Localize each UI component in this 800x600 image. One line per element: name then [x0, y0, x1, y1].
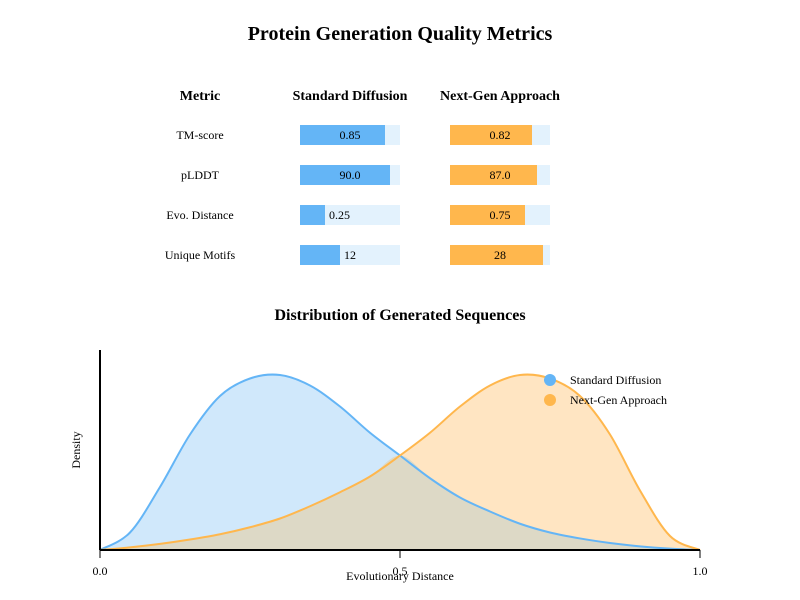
table-row: TM-score 0.85 0.82 [176, 125, 550, 145]
x-tick-label: 0.0 [93, 564, 108, 578]
x-tick-label: 1.0 [693, 564, 708, 578]
metric-label: Unique Motifs [165, 248, 236, 262]
header-standard-diffusion: Standard Diffusion [293, 89, 408, 104]
table-rows: TM-score 0.85 0.82 pLDDT 90.0 87.0 Evo. Distan… [165, 125, 550, 265]
legend-label: Next-Gen Approach [570, 393, 667, 407]
header-next-gen-approach: Next-Gen Approach [440, 89, 560, 104]
x-ticks: 0.0 0.5 1.0 [93, 550, 708, 578]
standard-bar-fill [300, 205, 325, 225]
nextgen-bar-fill [450, 205, 525, 225]
legend-label: Standard Diffusion [570, 373, 661, 387]
table-row: Evo. Distance 0.25 0.75 [166, 205, 550, 225]
nextgen-bar-fill [450, 125, 532, 145]
legend: Standard Diffusion Next-Gen Approach [544, 373, 667, 407]
nextgen-bar-fill [450, 165, 537, 185]
standard-value-label: 0.85 [340, 128, 361, 142]
chart-title: Distribution of Generated Sequences [274, 307, 525, 324]
density-areas [99, 373, 701, 551]
standard-value-label: 12 [344, 248, 356, 262]
header-metric: Metric [180, 89, 220, 104]
standard-value-label: 90.0 [340, 168, 361, 182]
standard-bar-fill [300, 165, 390, 185]
standard-bar-fill [300, 245, 340, 265]
figure-title: Protein Generation Quality Metrics [248, 23, 553, 45]
nextgen-value-label: 0.82 [490, 128, 511, 142]
table-row: pLDDT 90.0 87.0 [181, 165, 550, 185]
legend-swatch [544, 394, 556, 406]
x-axis-label: Evolutionary Distance [346, 569, 454, 583]
density-chart: 0.0 0.5 1.0 Evolutionary Distance Density … [69, 350, 708, 583]
overlap-area [100, 455, 700, 550]
standard-value-label: 0.25 [329, 208, 350, 222]
nextgen-value-label: 0.75 [490, 208, 511, 222]
x-tick-label: 0.5 [393, 564, 408, 578]
nextgen-value-label: 28 [494, 248, 506, 262]
metric-label: Evo. Distance [166, 208, 233, 222]
nextgen-value-label: 87.0 [490, 168, 511, 182]
metrics-table: Metric Standard Diffusion Next-Gen Appro… [165, 89, 560, 265]
nextgen-bar-fill [450, 245, 543, 265]
legend-swatch [544, 374, 556, 386]
table-row: Unique Motifs 12 28 [165, 245, 550, 265]
metric-label: TM-score [176, 128, 223, 142]
standard-bar-fill [300, 125, 385, 145]
metric-label: pLDDT [181, 168, 220, 182]
y-axis-label: Density [69, 431, 83, 468]
next-gen-approach-line [99, 373, 701, 551]
